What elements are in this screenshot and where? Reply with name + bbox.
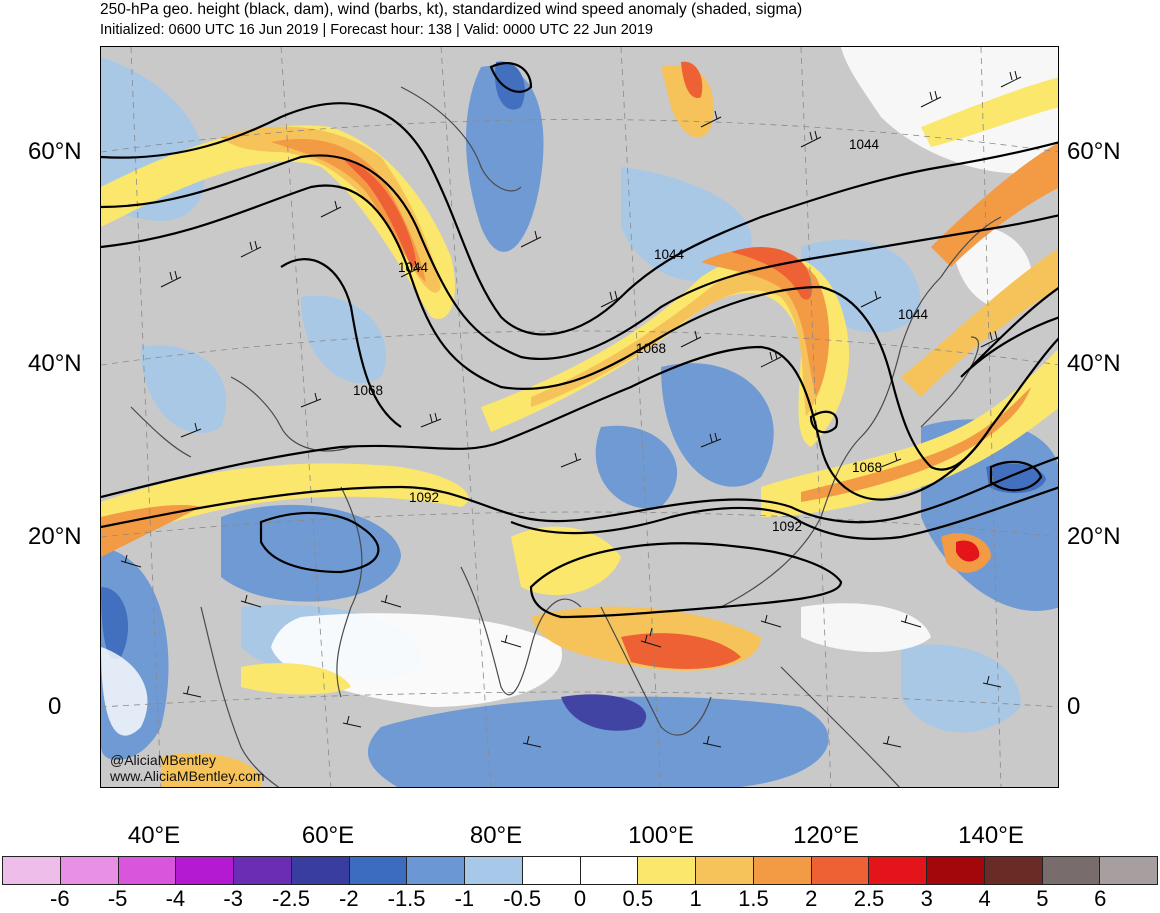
lon-label: 120°E — [793, 822, 859, 849]
contour-label: 1044 — [849, 137, 880, 152]
contour-label: 1092 — [409, 490, 439, 505]
colorbar-box — [522, 857, 581, 884]
lat-label-right: 60°N — [1067, 138, 1121, 165]
contour-label: 1044 — [898, 307, 929, 322]
colorbar-label: -2 — [339, 886, 359, 911]
colorbar-label: 5 — [1036, 886, 1049, 911]
colorbar-box — [753, 857, 812, 884]
colorbar-label: -1 — [454, 886, 475, 911]
colorbar-box — [60, 857, 119, 884]
colorbar-label: -2.5 — [272, 886, 310, 911]
lon-label: 60°E — [301, 822, 355, 849]
lat-label-right: 40°N — [1067, 350, 1121, 377]
contour-label: 1068 — [636, 341, 666, 356]
colorbar-label: 2.5 — [853, 886, 885, 911]
colorbar-label: -3 — [223, 886, 243, 911]
colorbar-box — [1042, 857, 1101, 884]
weather-map: 1044 1044 1044 1044 1068 1068 1068 1092 … — [100, 46, 1059, 788]
lon-label: 40°E — [127, 822, 181, 849]
colorbar-label: -4 — [165, 886, 186, 911]
colorbar — [2, 856, 1158, 885]
colorbar-label: 3 — [920, 886, 933, 911]
colorbar-box — [465, 857, 523, 884]
colorbar-box — [638, 857, 696, 884]
colorbar-box — [3, 857, 61, 884]
colorbar-box — [696, 857, 754, 884]
colorbar-label: 0 — [573, 886, 587, 911]
colorbar-label: 4 — [978, 886, 991, 911]
lat-label-right: 20°N — [1067, 523, 1121, 550]
colorbar-label: 1 — [689, 886, 702, 911]
contour-label: 1044 — [398, 260, 429, 275]
colorbar-label: -5 — [107, 886, 128, 911]
lat-label-left: 40°N — [28, 350, 82, 377]
colorbar-label: 1.5 — [738, 886, 769, 911]
colorbar-box — [927, 857, 985, 884]
height-contours — [101, 62, 1058, 619]
lon-label: 140°E — [958, 822, 1024, 849]
colorbar-box — [118, 857, 177, 884]
lat-label-left: 0 — [48, 693, 62, 720]
colorbar-label: 0.5 — [622, 886, 654, 911]
lat-label-left: 20°N — [28, 523, 82, 550]
colorbar-box — [176, 857, 234, 884]
colorbar-box — [580, 857, 639, 884]
colorbar-box — [811, 857, 870, 884]
contour-label: 1068 — [852, 460, 882, 475]
lat-label-right: 0 — [1067, 693, 1081, 720]
lon-label: 80°E — [469, 822, 523, 849]
colorbar-box — [291, 857, 350, 884]
colorbar-label: -0.5 — [503, 886, 542, 911]
lon-label: 100°E — [628, 822, 694, 849]
colorbar-label: -1.5 — [387, 886, 426, 911]
colorbar-label: 2 — [805, 886, 818, 911]
lat-label-left: 60°N — [28, 138, 82, 165]
graticule — [101, 47, 1058, 787]
colorbar-box — [407, 857, 465, 884]
map-title: 250-hPa geo. height (black, dam), wind (… — [100, 1, 803, 18]
map-canvas: 1044 1044 1044 1044 1068 1068 1068 1092 … — [101, 47, 1058, 787]
credit-handle: @AliciaMBentley — [110, 752, 217, 768]
contour-label: 1068 — [353, 383, 383, 398]
credit-website: www.AliciaMBentley.com — [110, 768, 265, 784]
wind-barbs — [120, 70, 1022, 748]
colorbar-label: -6 — [50, 886, 70, 911]
colorbar-label: 6 — [1094, 886, 1107, 911]
map-subtitle: Initialized: 0600 UTC 16 Jun 2019 | Fore… — [100, 22, 653, 38]
colorbar-box — [1100, 857, 1157, 884]
contour-label: 1044 — [654, 247, 685, 262]
colorbar-box — [869, 857, 927, 884]
colorbar-box — [349, 857, 408, 884]
colorbar-box — [234, 857, 292, 884]
contour-label: 1092 — [772, 519, 802, 534]
contour-labels: 1044 1044 1044 1044 1068 1068 1068 1092 … — [353, 137, 929, 534]
colorbar-box — [984, 857, 1043, 884]
